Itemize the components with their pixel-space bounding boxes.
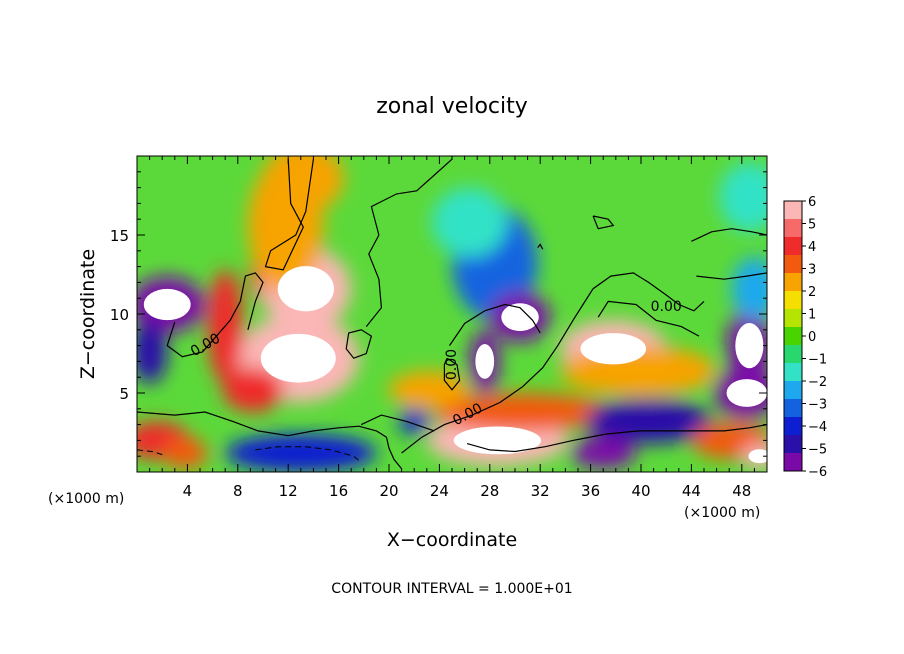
x-tick-label: 48 — [732, 482, 751, 500]
x-axis-unit-left: (×1000 m) — [48, 491, 124, 507]
x-tick-label: 24 — [430, 482, 449, 500]
y-tick-label: 5 — [119, 385, 129, 403]
colorbar-swatch — [784, 381, 802, 400]
colorbar-label: −2 — [808, 375, 827, 390]
field-region-26 — [719, 162, 767, 232]
field-region-25 — [731, 257, 767, 321]
contour-line-13 — [592, 215, 615, 230]
colorbar-swatch — [784, 327, 802, 346]
contour-line-7 — [691, 228, 767, 242]
colorbar-swatch — [784, 201, 802, 220]
saturated-region-24 — [748, 449, 767, 464]
x-tick-label: 20 — [379, 482, 398, 500]
saturated-region-4 — [260, 333, 336, 383]
x-axis-label: X−coordinate — [387, 529, 517, 551]
contour-line-11 — [466, 424, 767, 453]
colorbar-swatch — [784, 309, 802, 328]
colorbar-swatch — [784, 453, 802, 472]
colorbar-label: 4 — [808, 240, 816, 255]
colorbar-swatch — [784, 255, 802, 274]
contour-line-4 — [345, 329, 373, 359]
x-tick-label: 44 — [682, 482, 701, 500]
saturated-region-1 — [277, 266, 334, 312]
colorbar-swatch — [784, 345, 802, 364]
colorbar-swatch — [784, 219, 802, 238]
x-tick-label: 36 — [581, 482, 600, 500]
saturated-region-14 — [475, 344, 495, 379]
x-axis: 4 8 12 16 20 24 28 32 36 40 44 48 — [149, 156, 755, 500]
saturated-region-15 — [453, 426, 542, 455]
field-region-8 — [137, 320, 168, 384]
x-tick-label: 32 — [531, 482, 550, 500]
colorbar-label: −5 — [808, 443, 827, 458]
dashed-contour-0 — [255, 446, 362, 463]
contour-interval-footer: CONTOUR INTERVAL = 1.000E+01 — [331, 581, 572, 597]
dashed-contour-1 — [137, 449, 163, 456]
chart-title: zonal velocity — [376, 94, 528, 119]
y-tick-label: 10 — [110, 306, 129, 324]
x-tick-label: 12 — [279, 482, 298, 500]
field-region-27 — [389, 370, 470, 409]
x-tick-label: 8 — [233, 482, 243, 500]
colorbar-label: 6 — [808, 195, 816, 210]
colorbar-swatch — [784, 399, 802, 418]
colorbar-label: 2 — [808, 285, 816, 300]
contour-label: 0.00 — [444, 349, 460, 380]
contour-line-5 — [443, 357, 461, 391]
colorbar-label: 5 — [808, 218, 816, 233]
colorbar: 6 5 4 3 2 1 0 −1 −2 −3 −4 −5 −6 — [783, 195, 827, 480]
x-tick-label: 28 — [480, 482, 499, 500]
field-region-3 — [263, 156, 344, 213]
field-region-10 — [162, 437, 208, 469]
x-tick-label: 16 — [329, 482, 348, 500]
contour-line-10 — [361, 414, 435, 432]
colorbar-label: 1 — [808, 308, 816, 323]
contour-line-1 — [166, 272, 264, 358]
contour-line-0 — [264, 159, 314, 271]
contour-line-9 — [597, 300, 700, 337]
field-region-16 — [434, 393, 611, 431]
colorbar-swatch — [784, 435, 802, 454]
colorbar-label: 3 — [808, 263, 816, 278]
saturated-region-22 — [726, 379, 767, 407]
velocity-field — [137, 156, 767, 472]
field-region-11 — [225, 434, 377, 472]
colorbar-swatch — [784, 273, 802, 292]
saturated-region-7 — [143, 288, 191, 321]
contour-line-14 — [537, 243, 544, 250]
saturated-region-21 — [735, 323, 764, 369]
field-region-5 — [222, 367, 284, 412]
field-region-20 — [570, 437, 636, 469]
colorbar-swatch — [784, 417, 802, 436]
colorbar-swatch — [784, 237, 802, 256]
contour-line-6 — [401, 272, 705, 454]
y-axis: 5 10 15 — [110, 171, 767, 457]
colorbar-label: −3 — [808, 398, 827, 413]
colorbar-label: 0 — [808, 330, 816, 345]
contour-label: 0.00 — [651, 299, 682, 315]
x-tick-label: 4 — [183, 482, 193, 500]
y-tick-label: 15 — [110, 227, 129, 245]
contour-line-8 — [696, 272, 767, 280]
contour-line-12 — [449, 303, 541, 346]
y-axis-label: Z−coordinate — [77, 249, 99, 379]
colorbar-label: −1 — [808, 353, 827, 368]
colorbar-swatch — [784, 291, 802, 310]
field-region-28 — [399, 408, 430, 435]
contour-line-3 — [365, 158, 453, 327]
field-region-29 — [431, 187, 508, 258]
saturated-region-17 — [580, 333, 647, 365]
colorbar-swatch — [784, 363, 802, 382]
saturated-region-13 — [501, 303, 539, 332]
colorbar-label: −6 — [808, 465, 827, 480]
x-tick-label: 40 — [631, 482, 650, 500]
colorbar-label: −4 — [808, 420, 827, 435]
x-axis-unit-right: (×1000 m) — [684, 505, 760, 521]
contour-line-2 — [137, 411, 403, 470]
